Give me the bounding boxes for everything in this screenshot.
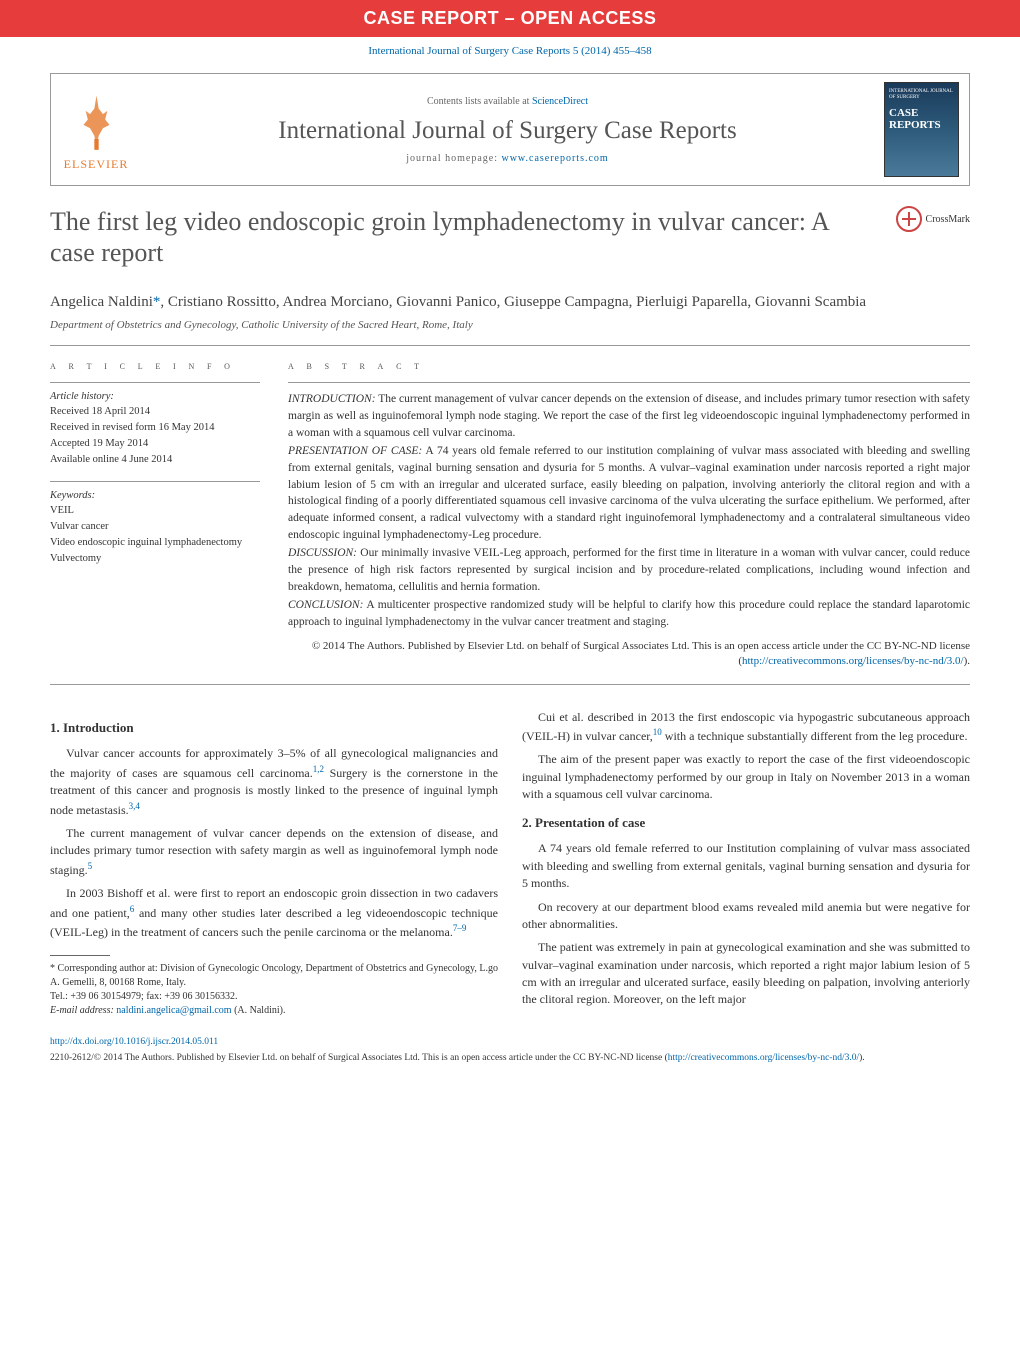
body-text: The current management of vulvar cancer …	[50, 826, 498, 877]
body-paragraph: In 2003 Bishoff et al. were first to rep…	[50, 885, 498, 941]
body-paragraph: Cui et al. described in 2013 the first e…	[522, 709, 970, 746]
history-accepted: Accepted 19 May 2014	[50, 436, 260, 452]
doi-link[interactable]: http://dx.doi.org/10.1016/j.ijscr.2014.0…	[50, 1037, 218, 1047]
keyword: VEIL	[50, 503, 260, 519]
homepage-prefix: journal homepage:	[406, 153, 501, 164]
email-link[interactable]: naldini.angelica@gmail.com	[116, 1005, 231, 1016]
keyword: Vulvectomy	[50, 551, 260, 567]
elsevier-logo[interactable]: ELSEVIER	[51, 74, 141, 185]
abstract-conclusion-text: A multicenter prospective randomized stu…	[288, 599, 970, 628]
homepage-link[interactable]: www.casereports.com	[501, 153, 608, 164]
keywords-label: Keywords:	[50, 490, 260, 501]
author-list: Angelica Naldini*, Cristiano Rossitto, A…	[50, 292, 970, 313]
abstract-discussion-label: DISCUSSION:	[288, 547, 357, 559]
history-received: Received 18 April 2014	[50, 404, 260, 420]
crossmark-badge[interactable]: CrossMark	[865, 206, 970, 232]
ref-link[interactable]: 5	[88, 861, 93, 871]
email-label: E-mail address:	[50, 1005, 116, 1016]
info-abstract-row: a r t i c l e i n f o Article history: R…	[50, 360, 970, 669]
abstract-intro-label: INTRODUCTION:	[288, 393, 376, 405]
issn-copyright-text: 2210-2612/© 2014 The Authors. Published …	[50, 1053, 668, 1063]
ref-link[interactable]: 7–9	[453, 923, 467, 933]
article-info-column: a r t i c l e i n f o Article history: R…	[50, 360, 260, 669]
open-access-banner: CASE REPORT – OPEN ACCESS	[0, 0, 1020, 37]
issn-close: ).	[859, 1053, 865, 1063]
keyword: Video endoscopic inguinal lymphadenectom…	[50, 535, 260, 551]
abstract-discussion-text: Our minimally invasive VEIL-Leg approach…	[288, 547, 970, 592]
history-online: Available online 4 June 2014	[50, 452, 260, 468]
ref-link[interactable]: 10	[653, 727, 662, 737]
body-paragraph: The aim of the present paper was exactly…	[522, 751, 970, 803]
sciencedirect-link[interactable]: ScienceDirect	[532, 96, 588, 107]
footer-license-link[interactable]: http://creativecommons.org/licenses/by-n…	[668, 1053, 859, 1063]
section-1-heading: 1. Introduction	[50, 719, 498, 738]
crossmark-icon	[896, 206, 922, 232]
author-corresponding[interactable]: Angelica Naldini	[50, 294, 153, 310]
contents-prefix: Contents lists available at	[427, 96, 532, 107]
keyword: Vulvar cancer	[50, 519, 260, 535]
journal-cover-thumbnail[interactable]: INTERNATIONAL JOURNAL OF SURGERY CASE RE…	[874, 74, 969, 185]
footnotes: * Corresponding author at: Division of G…	[50, 962, 498, 1018]
divider	[50, 345, 970, 346]
ref-link[interactable]: 3,4	[129, 801, 140, 811]
affiliation: Department of Obstetrics and Gynecology,…	[50, 319, 970, 331]
body-paragraph: The current management of vulvar cancer …	[50, 825, 498, 879]
homepage-line: journal homepage: www.casereports.com	[406, 153, 608, 164]
elsevier-label: ELSEVIER	[64, 157, 129, 172]
cover-small-text: INTERNATIONAL JOURNAL OF SURGERY	[889, 89, 954, 101]
page-footer: http://dx.doi.org/10.1016/j.ijscr.2014.0…	[50, 1036, 970, 1065]
corresponding-author-footnote: * Corresponding author at: Division of G…	[50, 962, 498, 990]
contents-available-line: Contents lists available at ScienceDirec…	[427, 96, 588, 107]
cover-big-text: CASE REPORTS	[889, 107, 954, 131]
body-paragraph: The patient was extremely in pain at gyn…	[522, 939, 970, 1009]
abstract-intro-text: The current management of vulvar cancer …	[288, 393, 970, 438]
body-text: with a technique substantially different…	[662, 729, 968, 743]
elsevier-tree-icon	[64, 87, 129, 152]
article-history-block: Article history: Received 18 April 2014 …	[50, 382, 260, 467]
abstract-body: INTRODUCTION: The current management of …	[288, 382, 970, 669]
journal-header-box: ELSEVIER Contents lists available at Sci…	[50, 73, 970, 186]
crossmark-label: CrossMark	[926, 214, 970, 225]
copyright-close: ).	[964, 655, 970, 667]
tel-fax-line: Tel.: +39 06 30154979; fax: +39 06 30156…	[50, 990, 498, 1004]
ref-link[interactable]: 1,2	[313, 764, 324, 774]
abstract-heading: a b s t r a c t	[288, 360, 970, 372]
journal-header-center: Contents lists available at ScienceDirec…	[141, 74, 874, 185]
section-2-heading: 2. Presentation of case	[522, 814, 970, 833]
article-title: The first leg video endoscopic groin lym…	[50, 206, 865, 268]
journal-name: International Journal of Surgery Case Re…	[278, 117, 736, 145]
footnote-divider	[50, 955, 110, 956]
history-revised: Received in revised form 16 May 2014	[50, 420, 260, 436]
body-paragraph: A 74 years old female referred to our In…	[522, 840, 970, 892]
abstract-column: a b s t r a c t INTRODUCTION: The curren…	[288, 360, 970, 669]
abstract-case-label: PRESENTATION OF CASE:	[288, 445, 422, 457]
body-paragraph: On recovery at our department blood exam…	[522, 899, 970, 934]
copyright-block: © 2014 The Authors. Published by Elsevie…	[288, 639, 970, 670]
body-paragraph: Vulvar cancer accounts for approximately…	[50, 745, 498, 819]
license-link[interactable]: http://creativecommons.org/licenses/by-n…	[742, 655, 964, 667]
abstract-case-text: A 74 years old female referred to our in…	[288, 445, 970, 540]
article-body: 1. Introduction Vulvar cancer accounts f…	[50, 709, 970, 1019]
article-info-heading: a r t i c l e i n f o	[50, 360, 260, 372]
article-header: The first leg video endoscopic groin lym…	[50, 206, 970, 282]
email-suffix: (A. Naldini).	[232, 1005, 286, 1016]
citation-line: International Journal of Surgery Case Re…	[0, 37, 1020, 65]
keywords-block: Keywords: VEIL Vulvar cancer Video endos…	[50, 481, 260, 566]
abstract-conclusion-label: CONCLUSION:	[288, 599, 363, 611]
author-rest: , Cristiano Rossitto, Andrea Morciano, G…	[160, 294, 866, 310]
history-label: Article history:	[50, 391, 260, 402]
divider	[50, 684, 970, 685]
